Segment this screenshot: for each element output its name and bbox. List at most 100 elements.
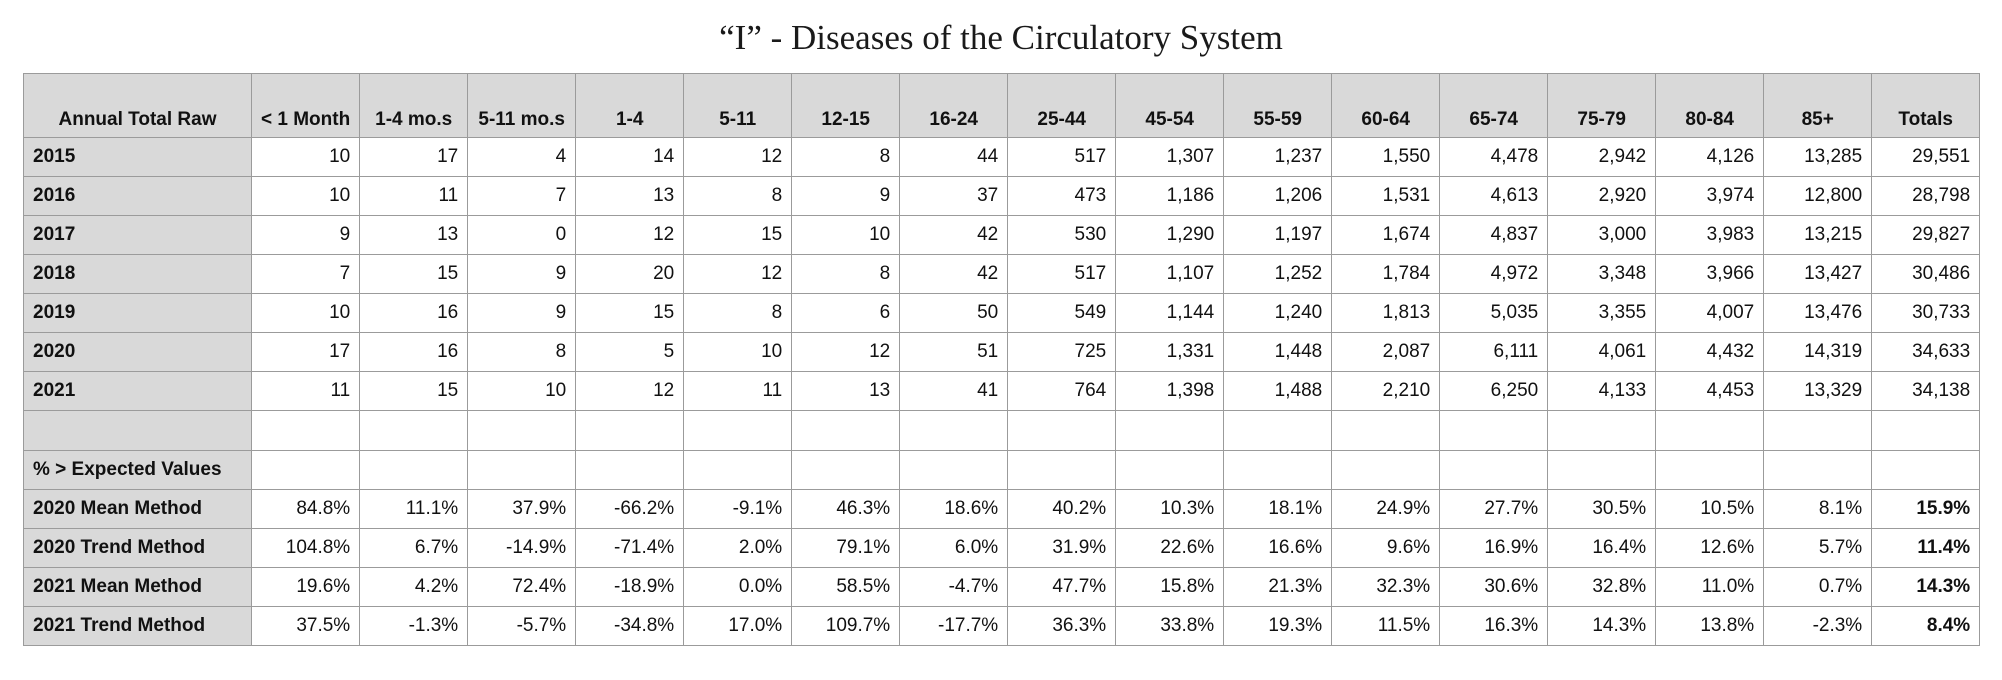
table-cell: 5,035 [1439, 293, 1549, 333]
total-cell: 34,633 [1871, 332, 1981, 372]
column-header: 5-11 mo.s [467, 73, 577, 138]
table-cell: 2.0% [683, 528, 793, 568]
percent-row: 2020 Trend Method 104.8% 6.7% -14.9% -71.4% 2… [23, 528, 1981, 568]
row-label: 2020 Mean Method [23, 489, 252, 529]
table-cell: 1,186 [1115, 176, 1225, 216]
table-cell: 1,398 [1115, 371, 1225, 411]
table-cell: 109.7% [791, 606, 901, 646]
row-label: 2015 [23, 137, 252, 177]
table-cell: 12 [575, 215, 685, 255]
table-cell: 18.6% [899, 489, 1009, 529]
table-cell: 13.8% [1655, 606, 1765, 646]
column-header: 1-4 mo.s [359, 73, 469, 138]
table-cell: 1,488 [1223, 371, 1333, 411]
empty-cell [1007, 410, 1117, 451]
empty-cell [1115, 450, 1225, 490]
table-cell: 32.8% [1547, 567, 1657, 607]
section-header-row: % > Expected Values [23, 450, 1981, 490]
table-cell: 22.6% [1115, 528, 1225, 568]
table-cell: 6,111 [1439, 332, 1549, 372]
empty-cell [1547, 410, 1657, 451]
table-cell: 33.8% [1115, 606, 1225, 646]
table-cell: 13,215 [1763, 215, 1873, 255]
table-cell: 79.1% [791, 528, 901, 568]
data-table: Annual Total Raw < 1 Month 1-4 mo.s 5-11… [23, 73, 1981, 646]
table-cell: 7 [250, 254, 361, 294]
table-cell: 13,476 [1763, 293, 1873, 333]
table-cell: 21.3% [1223, 567, 1333, 607]
row-label: 2021 Mean Method [23, 567, 252, 607]
table-cell: 3,974 [1655, 176, 1765, 216]
row-label: 2017 [23, 215, 252, 255]
table-cell: -17.7% [899, 606, 1009, 646]
table-cell: 12 [575, 371, 685, 411]
table-cell: 0.7% [1763, 567, 1873, 607]
table-cell: 10 [250, 137, 361, 177]
table-cell: 51 [899, 332, 1009, 372]
spacer-row [23, 410, 1981, 451]
column-header: 25-44 [1007, 73, 1117, 138]
empty-cell [1331, 410, 1441, 451]
table-cell: 764 [1007, 371, 1117, 411]
table-cell: 1,107 [1115, 254, 1225, 294]
table-cell: 549 [1007, 293, 1117, 333]
table-cell: 5 [575, 332, 685, 372]
table-cell: -1.3% [359, 606, 469, 646]
table-cell: 10 [683, 332, 793, 372]
row-label: 2021 [23, 371, 252, 411]
table-cell: 4,613 [1439, 176, 1549, 216]
table-cell: -18.9% [575, 567, 685, 607]
empty-cell [1223, 450, 1333, 490]
table-cell: 13,329 [1763, 371, 1873, 411]
column-header: 80-84 [1655, 73, 1765, 138]
table-cell: 473 [1007, 176, 1117, 216]
table-cell: 8 [791, 254, 901, 294]
column-header: 16-24 [899, 73, 1009, 138]
table-cell: -5.7% [467, 606, 577, 646]
column-header: 5-11 [683, 73, 793, 138]
table-cell: 37.9% [467, 489, 577, 529]
column-header: 85+ [1763, 73, 1873, 138]
empty-cell [683, 410, 793, 451]
table-cell: 0 [467, 215, 577, 255]
table-cell: 7 [467, 176, 577, 216]
table-cell: 1,240 [1223, 293, 1333, 333]
empty-cell [359, 450, 469, 490]
total-cell: 15.9% [1871, 489, 1981, 529]
total-cell: 30,733 [1871, 293, 1981, 333]
table-cell: 18.1% [1223, 489, 1333, 529]
table-cell: 44 [899, 137, 1009, 177]
table-cell: 1,674 [1331, 215, 1441, 255]
table-cell: 50 [899, 293, 1009, 333]
table-cell: 13,285 [1763, 137, 1873, 177]
table-row: 2018 7 15 9 20 12 8 42 517 1,107 1,252 1,784 4,972 3,… [23, 254, 1981, 294]
table-cell: 30.6% [1439, 567, 1549, 607]
table-cell: 1,550 [1331, 137, 1441, 177]
table-cell: 9 [467, 254, 577, 294]
row-label [23, 410, 252, 451]
table-cell: 10 [250, 293, 361, 333]
table-cell: 1,206 [1223, 176, 1333, 216]
column-header: 60-64 [1331, 73, 1441, 138]
table-cell: 530 [1007, 215, 1117, 255]
total-cell: 29,551 [1871, 137, 1981, 177]
empty-cell [1007, 450, 1117, 490]
percent-row: 2020 Mean Method 84.8% 11.1% 37.9% -66.2% -9.… [23, 489, 1981, 529]
table-cell: -9.1% [683, 489, 793, 529]
row-label: 2019 [23, 293, 252, 333]
table-cell: 11 [359, 176, 469, 216]
table-cell: 1,290 [1115, 215, 1225, 255]
row-label: 2021 Trend Method [23, 606, 252, 646]
table-cell: 9.6% [1331, 528, 1441, 568]
table-cell: 11 [683, 371, 793, 411]
table-cell: 6.0% [899, 528, 1009, 568]
table-cell: 11.1% [359, 489, 469, 529]
table-cell: 16.3% [1439, 606, 1549, 646]
table-cell: 16 [359, 293, 469, 333]
page-title: “I” - Diseases of the Circulatory System [719, 18, 1283, 57]
table-cell: 9 [791, 176, 901, 216]
table-cell: 4,972 [1439, 254, 1549, 294]
total-cell: 28,798 [1871, 176, 1981, 216]
table-cell: 4,837 [1439, 215, 1549, 255]
table-cell: 1,307 [1115, 137, 1225, 177]
